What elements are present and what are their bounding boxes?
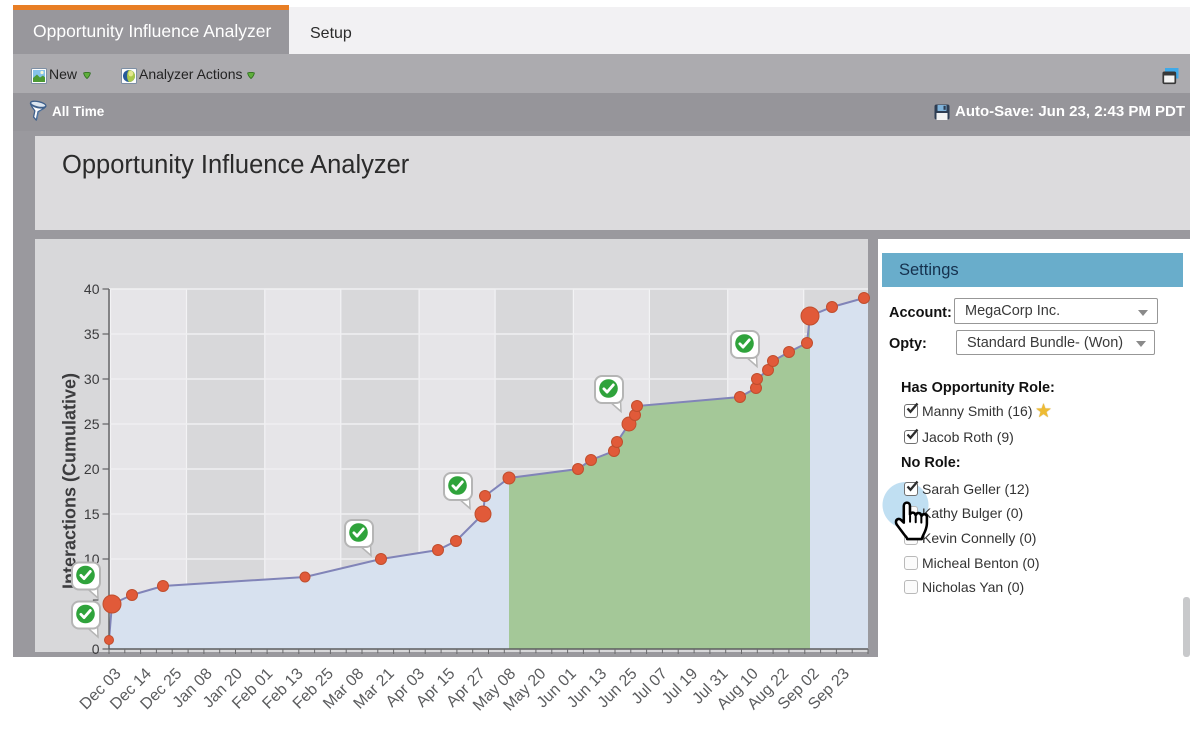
svg-text:40: 40	[84, 281, 100, 297]
svg-text:20: 20	[84, 461, 100, 477]
svg-text:15: 15	[84, 506, 100, 522]
svg-text:0: 0	[92, 641, 100, 657]
svg-text:25: 25	[84, 416, 100, 432]
svg-text:Interactions (Cumulative): Interactions (Cumulative)	[60, 373, 80, 589]
svg-text:35: 35	[84, 326, 100, 342]
svg-text:30: 30	[84, 371, 100, 387]
